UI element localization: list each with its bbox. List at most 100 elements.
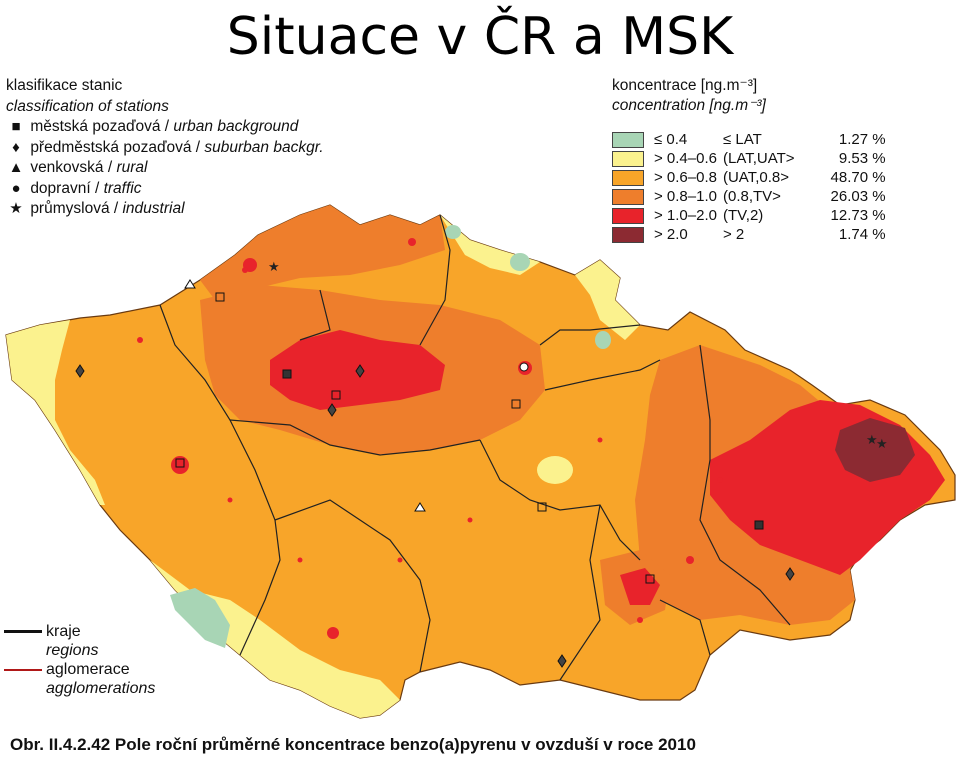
circle-icon: ● xyxy=(11,179,21,197)
class-percent: 26.03 % xyxy=(830,188,886,205)
triangle-icon: ▲ xyxy=(8,159,24,176)
class-percent: 9.53 % xyxy=(838,150,886,167)
slide-title: Situace v ČR a MSK xyxy=(226,7,734,67)
suburban-station xyxy=(327,403,337,417)
legend-item-label-cz: předměstská pozaďová xyxy=(30,138,192,156)
legend-item-urban: ■ městská pozaďová / urban background xyxy=(6,117,324,138)
zone-northeast-low xyxy=(575,260,640,340)
svg-text:★: ★ xyxy=(876,437,888,452)
class-range: > 0.6–0.8 xyxy=(654,169,717,186)
legend-item-traffic: ● dopravní / traffic xyxy=(6,179,324,200)
rural-station xyxy=(414,502,426,512)
legend-item-label-cz: venkovská xyxy=(30,159,104,176)
legend-agglomerations: aglomerace xyxy=(4,660,155,679)
agglomerations-label-cz: aglomerace xyxy=(46,661,130,678)
class-limit: (TV,2) xyxy=(722,207,764,224)
urban-background-station xyxy=(175,458,185,468)
color-swatch xyxy=(612,168,654,187)
suburban-station xyxy=(75,364,85,378)
class-range: > 0.8–1.0 xyxy=(654,188,717,205)
svg-text:★: ★ xyxy=(268,260,280,275)
suburban-station xyxy=(557,654,567,668)
regions-label-en: regions xyxy=(46,642,99,659)
legend-regions: kraje xyxy=(4,622,155,641)
urban-background-station xyxy=(282,369,292,379)
concentration-heading-cz: koncentrace [ng.m⁻³] xyxy=(612,77,758,94)
zone-ceske-budejovice-high xyxy=(327,627,339,639)
concentration-classes: ≤ 0.4 ≤ LAT 1.27 % > 0.4–0.6 (LAT,UAT> 9.53 %… xyxy=(612,130,886,244)
concentration-class-row: > 0.4–0.6 (LAT,UAT> 9.53 % xyxy=(612,149,886,168)
zone-jizerske-lowest xyxy=(445,225,461,239)
legend-item-label-cz: průmyslová xyxy=(30,200,110,217)
boundary-legend: kraje regions aglomerace agglomerations xyxy=(4,622,155,698)
stations-legend-heading-en: classification of stations xyxy=(6,97,169,115)
legend-item-industrial: ★ průmyslová / industrial xyxy=(6,199,324,220)
urban-background-station xyxy=(645,574,655,584)
urban-background-station xyxy=(215,292,225,302)
suburban-station xyxy=(355,364,365,378)
regions-line-icon xyxy=(4,630,42,634)
class-limit: (0.8,TV> xyxy=(722,188,781,205)
class-limit: (LAT,UAT> xyxy=(722,150,795,167)
color-swatch xyxy=(612,149,654,168)
legend-item-label-en: suburban backgr. xyxy=(204,138,324,156)
concentration-class-row: > 1.0–2.0 (TV,2) 12.73 % xyxy=(612,206,886,225)
color-swatch xyxy=(612,206,654,225)
color-swatch xyxy=(612,130,654,149)
rural-station xyxy=(184,279,196,289)
legend-item-label-en: traffic xyxy=(103,179,142,197)
stations-legend: klasifikace stanic classification of sta… xyxy=(6,76,324,220)
color-swatch xyxy=(612,187,654,206)
traffic-station xyxy=(519,362,529,372)
suburban-station xyxy=(785,567,795,581)
class-percent: 1.27 % xyxy=(838,131,886,148)
concentration-class-row: ≤ 0.4 ≤ LAT 1.27 % xyxy=(612,130,886,149)
industrial-stations: ★ ★ ★ xyxy=(268,260,888,452)
star-icon: ★ xyxy=(9,200,23,217)
svg-text:★: ★ xyxy=(866,433,878,448)
zone-highland-low xyxy=(537,456,573,484)
concentration-class-row: > 0.8–1.0 (0.8,TV> 26.03 % xyxy=(612,187,886,206)
zone-sumava-lowest xyxy=(170,588,230,648)
urban-background-station xyxy=(754,520,764,530)
class-range: > 2.0 xyxy=(654,226,688,243)
legend-item-label-cz: dopravní xyxy=(30,179,91,197)
concentration-class-row: > 2.0 > 2 1.74 % xyxy=(612,225,886,244)
square-icon: ■ xyxy=(11,118,21,135)
region-boundaries xyxy=(159,214,791,681)
concentration-legend: koncentrace [ng.m⁻³] concentration [ng.m… xyxy=(612,76,886,244)
color-swatch xyxy=(612,225,654,244)
legend-item-label-en: industrial xyxy=(122,200,185,217)
class-range: > 0.4–0.6 xyxy=(654,150,717,167)
legend-item-rural: ▲ venkovská / rural xyxy=(6,158,324,179)
class-percent: 48.70 % xyxy=(830,169,886,186)
small-urban-spots xyxy=(137,238,723,623)
zone-north-elevated xyxy=(200,205,445,300)
urban-background-station xyxy=(511,399,521,409)
class-percent: 12.73 % xyxy=(830,207,886,224)
zone-krkonose-lowest xyxy=(510,253,530,271)
class-limit: (UAT,0.8> xyxy=(722,169,789,186)
class-range: ≤ 0.4 xyxy=(654,131,688,148)
legend-item-suburban: ♦ předměstská pozaďová / suburban backgr… xyxy=(6,138,324,159)
regions-label-cz: kraje xyxy=(46,623,81,640)
class-range: > 1.0–2.0 xyxy=(654,207,717,224)
diamond-icon: ♦ xyxy=(12,138,20,156)
figure-caption: Obr. II.4.2.42 Pole roční průměrné konce… xyxy=(10,735,696,754)
concentration-heading-en: concentration [ng.m⁻³] xyxy=(612,97,766,114)
class-percent: 1.74 % xyxy=(838,226,886,243)
agglomerations-line-icon xyxy=(4,668,42,671)
urban-background-station xyxy=(537,502,547,512)
legend-item-label-en: rural xyxy=(116,159,148,176)
zone-ostrava-highest xyxy=(835,418,915,482)
zone-jeseniky-lowest xyxy=(595,331,611,349)
urban-background-station xyxy=(331,390,341,400)
zone-brno-high xyxy=(620,568,660,605)
class-limit: ≤ LAT xyxy=(722,131,762,148)
agglomerations-label-en: agglomerations xyxy=(46,680,156,697)
stations-legend-heading-cz: klasifikace stanic xyxy=(6,77,123,94)
legend-item-label-en: urban background xyxy=(173,118,299,135)
class-limit: > 2 xyxy=(722,226,745,243)
station-markers xyxy=(75,279,795,668)
